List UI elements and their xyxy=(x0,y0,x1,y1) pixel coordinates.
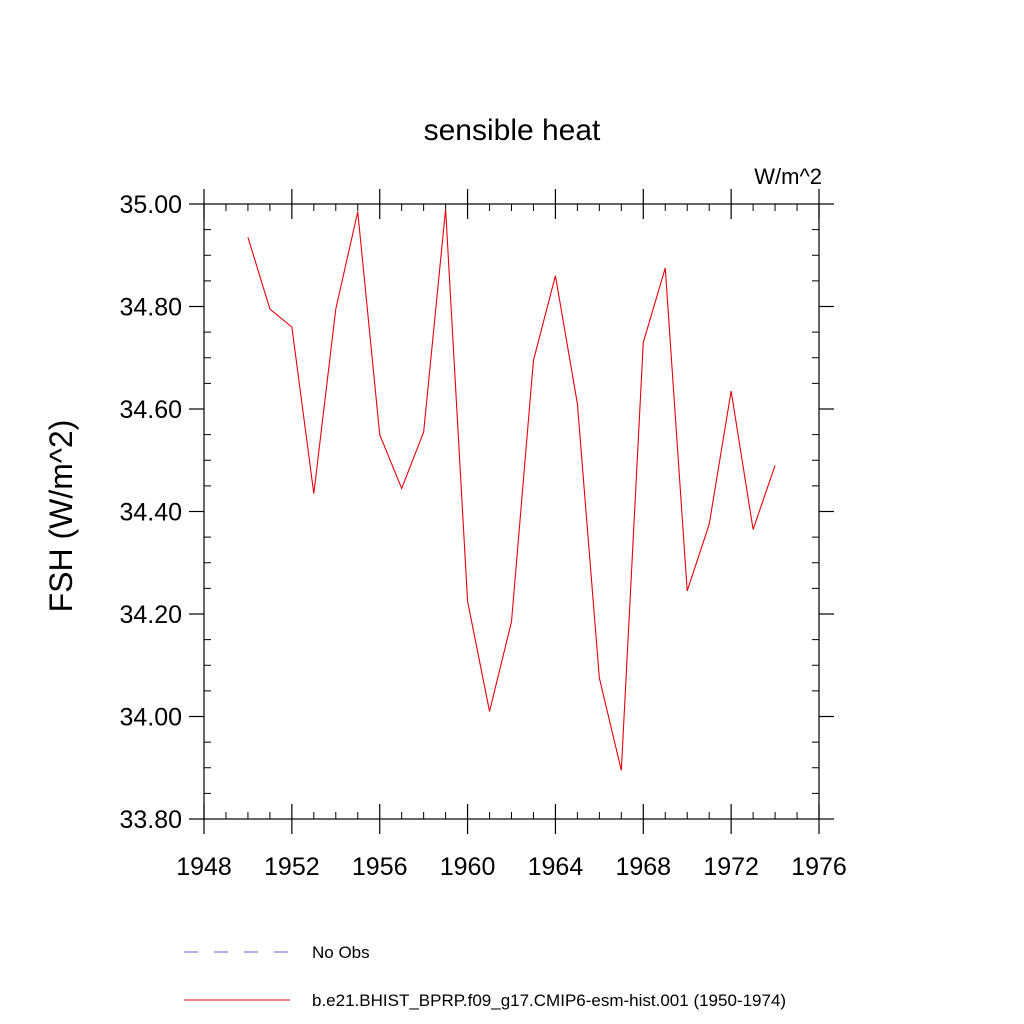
x-tick-label: 1956 xyxy=(352,853,408,881)
x-tick-label: 1968 xyxy=(615,853,671,881)
x-tick-label: 1952 xyxy=(264,853,320,881)
y-tick-label: 33.80 xyxy=(119,806,182,834)
y-tick-label: 35.00 xyxy=(119,191,182,219)
y-tick-label: 34.60 xyxy=(119,396,182,424)
series-layer xyxy=(247,209,776,771)
series-line xyxy=(247,209,776,771)
legend-label-model-run: b.e21.BHIST_BPRP.f09_g17.CMIP6-esm-hist.… xyxy=(312,991,786,1010)
x-tick-label: 1960 xyxy=(440,853,496,881)
axis-ticks: 33.80 34.00 34.20 34.40 34.60 34.80 35.00 1948 1… xyxy=(119,189,847,881)
y-axis-label: FSH (W/m^2) xyxy=(43,420,79,613)
plot-frame xyxy=(203,203,820,820)
x-tick-label: 1948 xyxy=(176,853,232,881)
x-tick-label: 1964 xyxy=(528,853,584,881)
y-tick-label: 34.80 xyxy=(119,294,182,322)
legend-label-no-obs: No Obs xyxy=(312,943,370,962)
y-tick-label: 34.00 xyxy=(119,704,182,732)
chart-title: sensible heat xyxy=(424,114,601,147)
legend: No Obs b.e21.BHIST_BPRP.f09_g17.CMIP6-es… xyxy=(184,943,786,1010)
units-label: W/m^2 xyxy=(754,164,822,189)
y-tick-label: 34.20 xyxy=(119,601,182,629)
x-tick-label: 1976 xyxy=(791,853,847,881)
x-tick-label: 1972 xyxy=(703,853,759,881)
y-tick-label: 34.40 xyxy=(119,499,182,527)
